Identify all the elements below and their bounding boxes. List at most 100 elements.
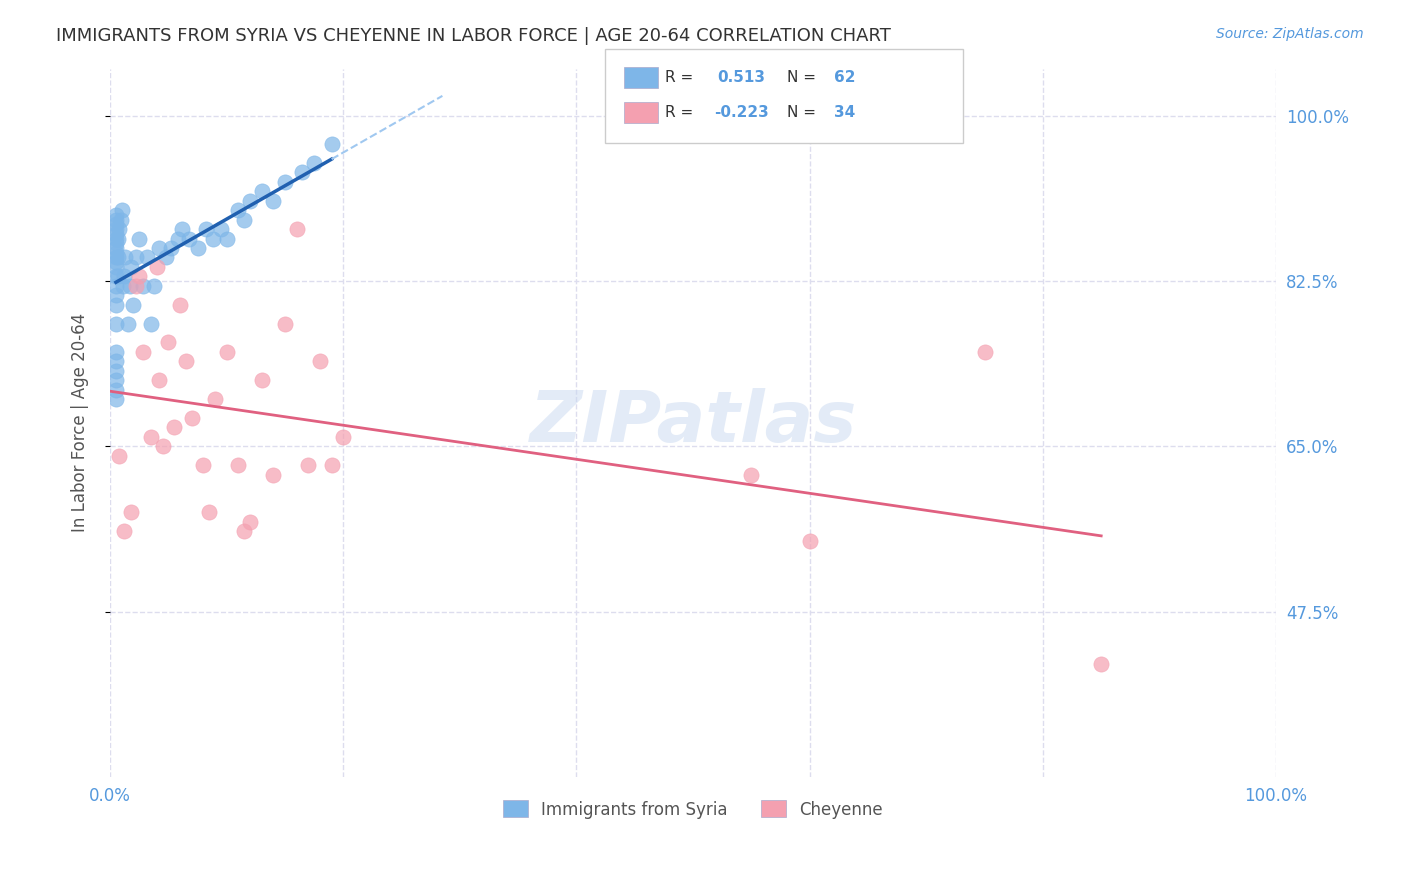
Point (179, 231, 201, 245)
Point (291, 165, 314, 179)
Point (204, 392, 226, 406)
Point (112, 269, 135, 284)
Point (118, 278, 141, 293)
Point (128, 269, 150, 284)
Text: N =: N = (787, 70, 817, 85)
Point (125, 251, 148, 265)
Point (125, 278, 148, 293)
Point (159, 241, 181, 255)
Point (145, 260, 167, 274)
Point (233, 524, 256, 539)
Point (169, 298, 191, 312)
Point (104, 222, 127, 236)
Point (973, 344, 995, 359)
Point (180, 411, 202, 425)
Point (193, 458, 215, 473)
Point (104, 231, 127, 245)
Point (104, 227, 127, 241)
Point (139, 430, 162, 444)
Point (104, 392, 127, 406)
Point (104, 354, 127, 368)
Text: N =: N = (787, 105, 817, 120)
Point (104, 317, 127, 331)
Point (104, 269, 127, 284)
Y-axis label: In Labor Force | Age 20-64: In Labor Force | Age 20-64 (72, 313, 89, 533)
Text: ZIPatlas: ZIPatlas (530, 388, 856, 458)
Text: 34: 34 (834, 105, 855, 120)
Point (172, 222, 194, 236)
Point (285, 222, 308, 236)
Text: R =: R = (665, 70, 693, 85)
Text: 62: 62 (834, 70, 855, 85)
Point (148, 373, 170, 387)
Point (228, 203, 250, 218)
Point (104, 260, 127, 274)
Point (104, 241, 127, 255)
Point (302, 156, 325, 170)
Text: Source: ZipAtlas.com: Source: ZipAtlas.com (1216, 27, 1364, 41)
Point (104, 288, 127, 302)
Point (139, 317, 162, 331)
Point (136, 251, 159, 265)
Point (274, 175, 297, 189)
Point (104, 298, 127, 312)
Legend: Immigrants from Syria, Cheyenne: Immigrants from Syria, Cheyenne (496, 794, 890, 825)
Point (250, 184, 273, 198)
Point (228, 458, 250, 473)
Point (128, 231, 150, 245)
Text: IMMIGRANTS FROM SYRIA VS CHEYENNE IN LABOR FORCE | AGE 20-64 CORRELATION CHART: IMMIGRANTS FROM SYRIA VS CHEYENNE IN LAB… (56, 27, 891, 45)
Point (309, 354, 332, 368)
Point (250, 373, 273, 387)
Point (194, 222, 217, 236)
Point (215, 344, 238, 359)
Point (110, 212, 132, 227)
Point (104, 364, 127, 378)
Point (107, 269, 129, 284)
Point (104, 255, 127, 269)
Point (262, 467, 284, 482)
Point (262, 194, 284, 208)
Point (104, 344, 127, 359)
Point (799, 533, 821, 548)
Point (740, 467, 762, 482)
Text: R =: R = (665, 105, 693, 120)
Point (163, 420, 186, 434)
Point (297, 458, 319, 473)
Point (143, 278, 166, 293)
Point (321, 137, 343, 152)
Point (186, 241, 208, 255)
Point (209, 222, 232, 236)
Point (239, 194, 262, 208)
Point (104, 251, 127, 265)
Point (215, 231, 238, 245)
Point (122, 298, 145, 312)
Point (1090, 657, 1112, 671)
Point (104, 212, 127, 227)
Point (198, 505, 221, 519)
Text: 0.513: 0.513 (717, 70, 765, 85)
Point (107, 251, 129, 265)
Point (117, 317, 139, 331)
Point (321, 458, 343, 473)
Point (120, 505, 142, 519)
Point (104, 236, 127, 251)
Point (233, 212, 256, 227)
Point (132, 344, 155, 359)
Point (114, 251, 136, 265)
Point (104, 245, 127, 260)
Point (120, 260, 142, 274)
Point (104, 373, 127, 387)
Point (155, 251, 177, 265)
Point (104, 208, 127, 222)
Point (152, 439, 174, 453)
Point (107, 231, 129, 245)
Point (174, 354, 197, 368)
Point (332, 430, 354, 444)
Point (108, 449, 131, 463)
Point (274, 317, 297, 331)
Point (111, 278, 134, 293)
Point (111, 203, 134, 218)
Point (166, 231, 188, 245)
Point (201, 231, 224, 245)
Point (148, 241, 170, 255)
